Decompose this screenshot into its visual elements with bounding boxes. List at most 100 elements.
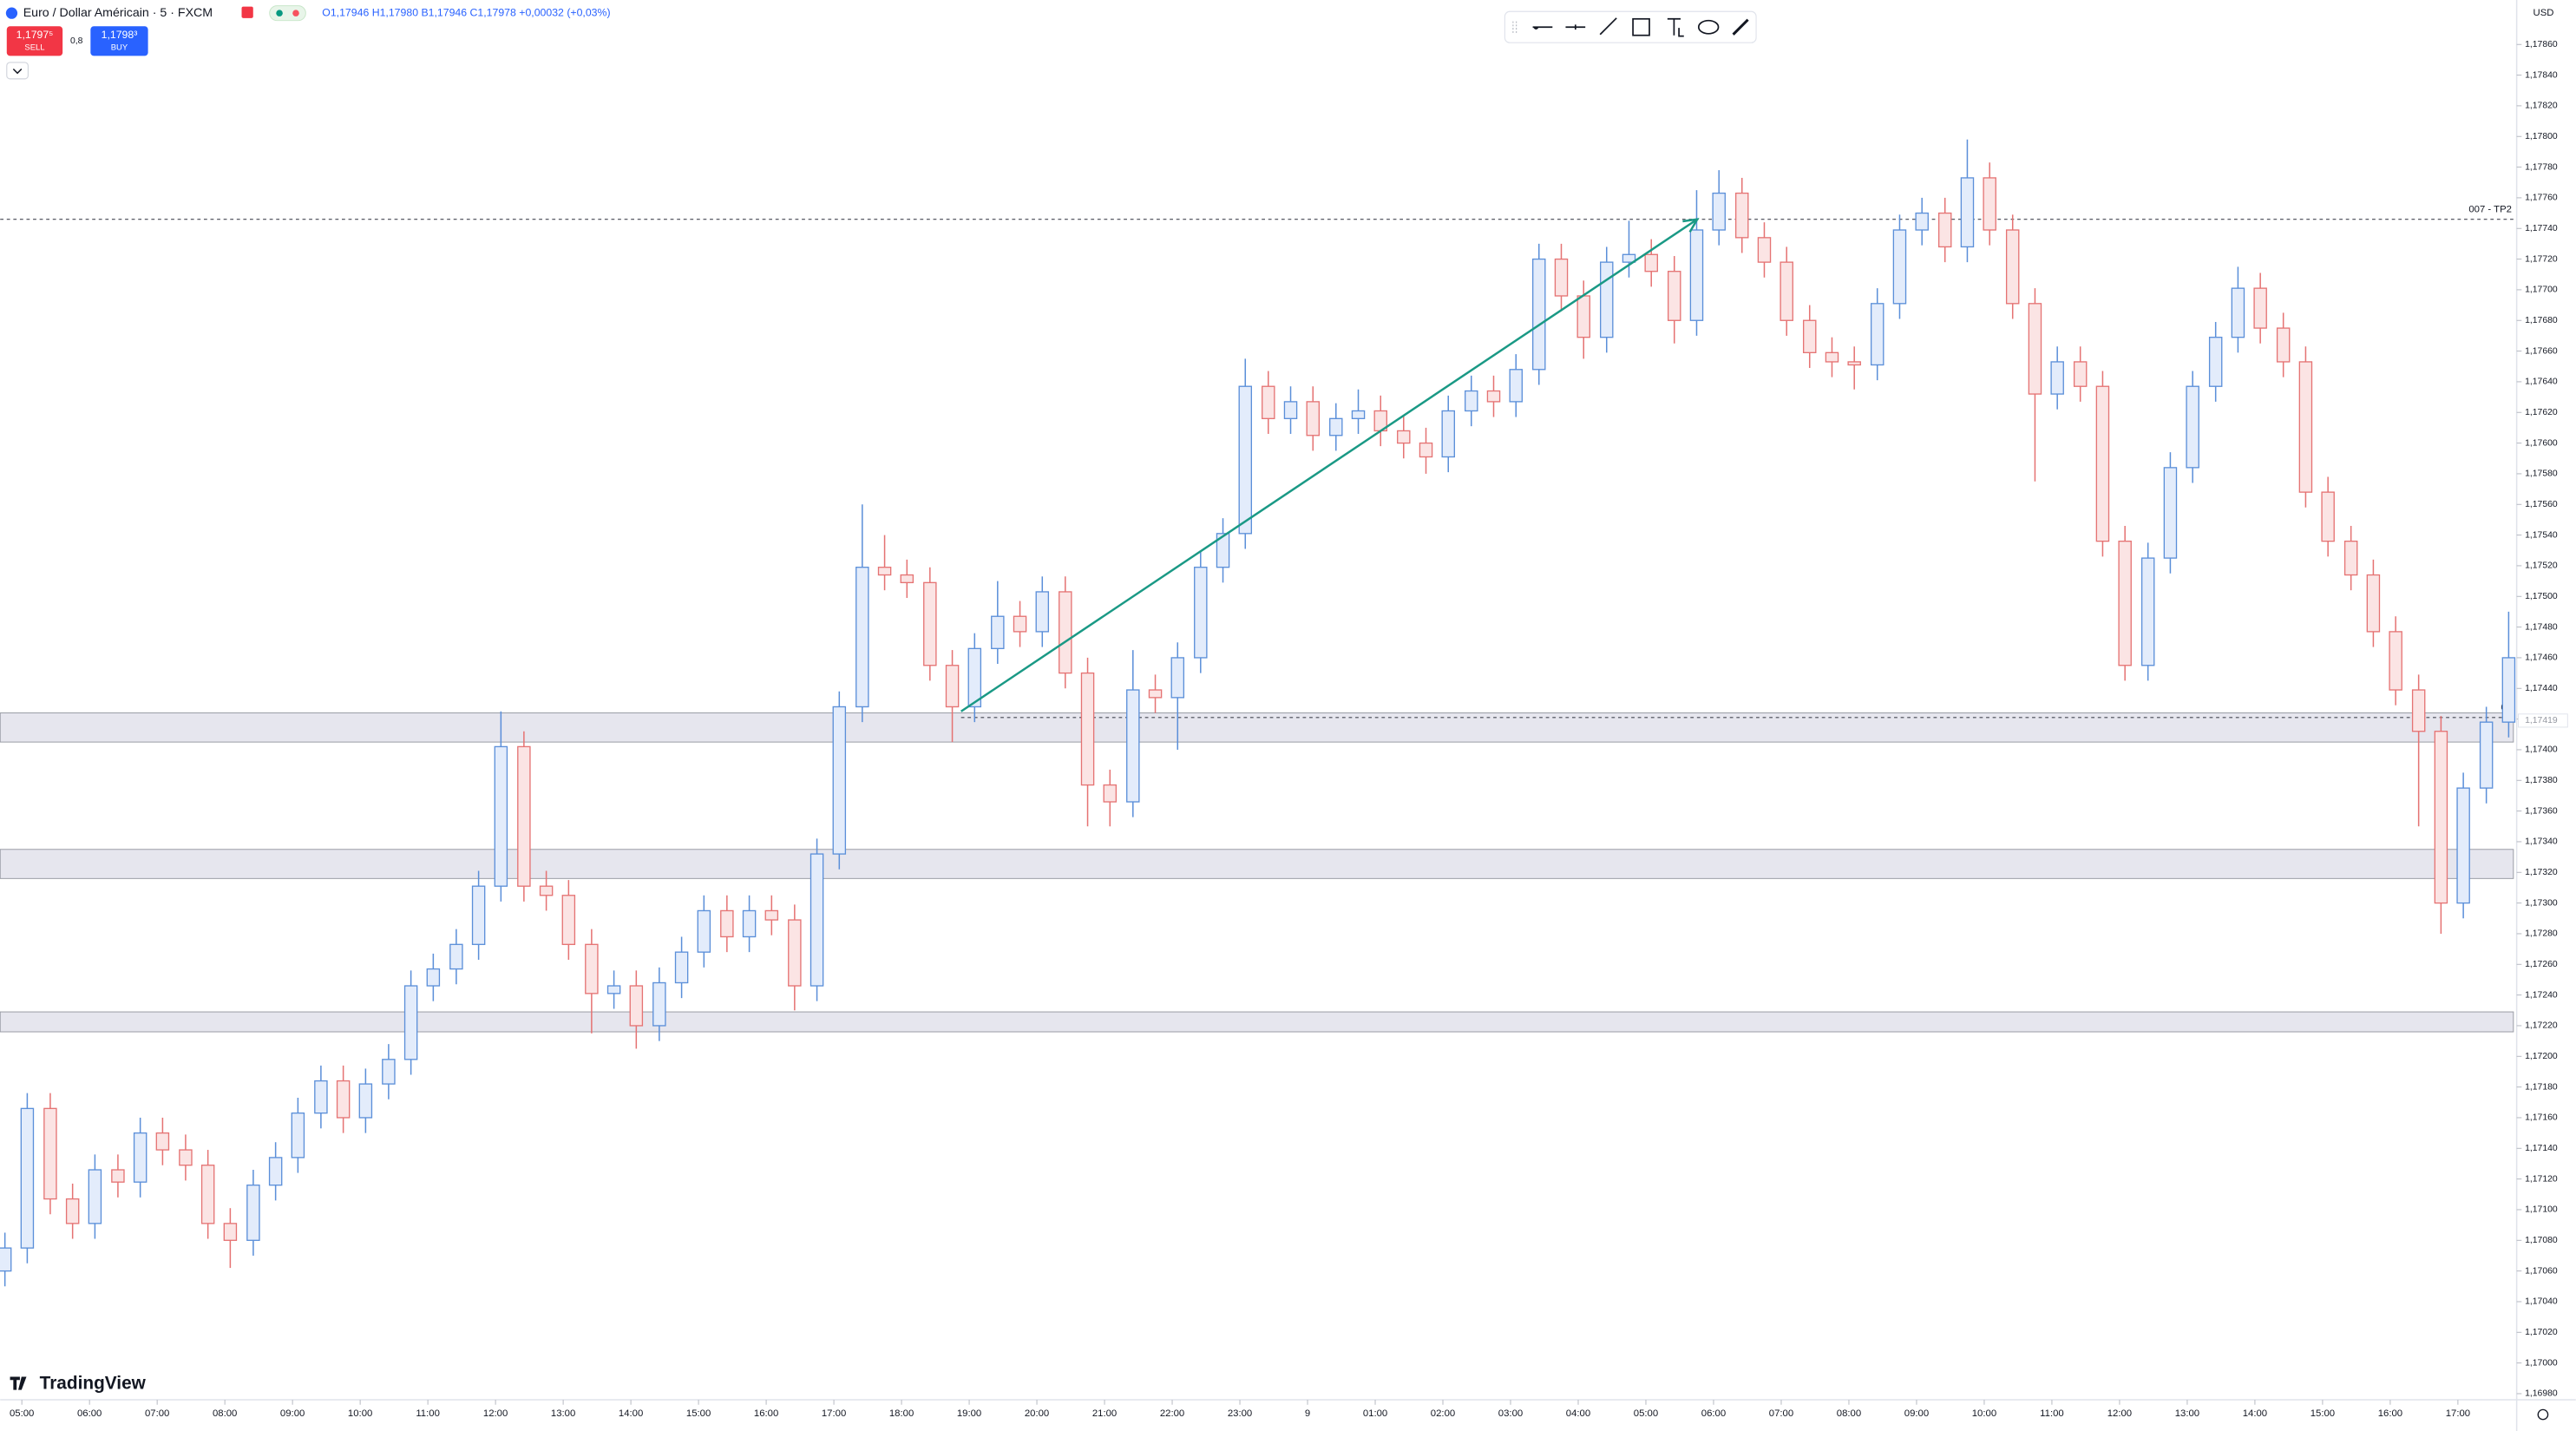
brand-name: TradingView xyxy=(40,1374,147,1394)
candle-body xyxy=(1126,689,1140,803)
candle-body xyxy=(1825,351,1839,363)
candle-body xyxy=(1262,385,1275,419)
candle-body xyxy=(1486,390,1501,403)
candle-body xyxy=(2028,303,2042,395)
candle-body xyxy=(43,1107,57,1200)
x-tick-label: 15:00 xyxy=(686,1408,711,1419)
tool-horizontal-line[interactable] xyxy=(1532,26,1553,30)
candle-body xyxy=(2479,721,2494,789)
candle-body xyxy=(561,895,576,945)
status-dot xyxy=(276,10,283,16)
candle-body xyxy=(20,1107,35,1249)
sell-button[interactable] xyxy=(6,26,63,56)
y-tick-label: 1,17720 xyxy=(2525,254,2558,264)
candle-body xyxy=(1983,177,1996,231)
tool-horizontal-ray[interactable] xyxy=(1565,24,1586,30)
y-tick-label: 1,17620 xyxy=(2525,408,2558,417)
x-tick-label: 13:00 xyxy=(551,1408,575,1419)
candle-body xyxy=(1103,784,1118,803)
candle-body xyxy=(2050,361,2064,395)
candle-body xyxy=(697,909,711,953)
x-tick-label: 09:00 xyxy=(280,1408,305,1419)
y-tick-label: 1,17200 xyxy=(2525,1052,2558,1061)
x-tick-label: 19:00 xyxy=(957,1408,981,1419)
x-tick-label: 10:00 xyxy=(348,1408,372,1419)
candle-body xyxy=(810,853,824,987)
tool-trend-line[interactable] xyxy=(1599,17,1617,36)
candle-body xyxy=(764,909,779,921)
candle-body xyxy=(1757,237,1772,263)
candle-body xyxy=(923,581,937,666)
candle-body xyxy=(1283,401,1298,419)
x-tick-label: 07:00 xyxy=(1769,1408,1793,1419)
x-tick-label: 9 xyxy=(1305,1408,1310,1419)
candle-body xyxy=(426,968,441,987)
candle-body xyxy=(1532,258,1546,371)
candle-body xyxy=(1802,319,1817,354)
settings-button[interactable] xyxy=(2537,1408,2549,1421)
x-tick-label: 11:00 xyxy=(2040,1408,2064,1419)
x-tick-label: 06:00 xyxy=(77,1408,102,1419)
tool-ellipse[interactable] xyxy=(1697,19,1720,35)
zone xyxy=(0,1011,2514,1033)
candle-body xyxy=(832,706,847,855)
flag[interactable] xyxy=(241,6,253,18)
sell-label: SELL xyxy=(24,43,44,52)
candle-body xyxy=(1892,229,1907,305)
y-tick-label: 1,17800 xyxy=(2525,132,2558,141)
candle-body xyxy=(652,981,666,1027)
candle-body xyxy=(358,1083,373,1119)
horizontal-line-label: 007 - TP2 xyxy=(2468,204,2512,214)
candle-body xyxy=(788,919,802,987)
candle-body xyxy=(720,909,734,938)
x-tick-label: 16:00 xyxy=(2378,1408,2402,1419)
x-tick-label: 07:00 xyxy=(145,1408,169,1419)
y-tick-label: 1,17040 xyxy=(2525,1297,2558,1307)
candle-body xyxy=(1937,212,1952,248)
tool-brush[interactable] xyxy=(1732,18,1749,36)
y-tick-label: 1,17760 xyxy=(2525,194,2558,203)
y-tick-label: 1,17140 xyxy=(2525,1144,2558,1153)
x-tick-label: 14:00 xyxy=(619,1408,643,1419)
y-tick-label: 1,17240 xyxy=(2525,990,2558,1000)
y-tick-label: 1,16980 xyxy=(2525,1389,2558,1399)
y-tick-label: 1,17600 xyxy=(2525,438,2558,448)
candle-body xyxy=(2163,467,2178,559)
candle-body xyxy=(1668,271,1681,321)
drawing-toolbar xyxy=(1504,10,1757,43)
y-tick-label: 1,17360 xyxy=(2525,806,2558,816)
buy-button[interactable] xyxy=(90,26,148,56)
candle-body xyxy=(855,567,869,708)
candle-body xyxy=(200,1165,215,1224)
candle-body xyxy=(291,1112,305,1159)
y-tick-label: 1,17440 xyxy=(2525,684,2558,693)
brand-logo xyxy=(10,1376,27,1390)
candle-body xyxy=(268,1157,283,1186)
y-tick-label: 1,17060 xyxy=(2525,1266,2558,1276)
candle-body xyxy=(314,1080,328,1114)
candle-body xyxy=(1847,361,1861,366)
x-tick-label: 14:00 xyxy=(2243,1408,2267,1419)
candle-body xyxy=(2095,385,2110,542)
y-tick-label: 1,17320 xyxy=(2525,868,2558,877)
y-tick-label: 1,17400 xyxy=(2525,745,2558,755)
collapse-button[interactable] xyxy=(6,62,29,80)
candle-body xyxy=(742,909,757,938)
candle-body xyxy=(1509,369,1523,403)
y-tick-label: 1,17080 xyxy=(2525,1236,2558,1245)
candle-body xyxy=(1035,591,1050,633)
candle-body xyxy=(2411,689,2426,732)
y-tick-label: 1,17120 xyxy=(2525,1174,2558,1184)
tool-text[interactable] xyxy=(1667,17,1684,37)
candle-body xyxy=(2231,287,2245,338)
candle-body xyxy=(88,1169,102,1224)
x-tick-label: 09:00 xyxy=(1904,1408,1929,1419)
x-tick-label: 16:00 xyxy=(754,1408,778,1419)
y-tick-label: 1,17540 xyxy=(2525,530,2558,540)
y-tick-label: 1,17640 xyxy=(2525,377,2558,387)
candle-body xyxy=(2343,540,2358,576)
last-price-tag xyxy=(2518,713,2568,728)
tool-rectangle[interactable] xyxy=(1632,17,1650,36)
candle-body xyxy=(967,647,982,708)
